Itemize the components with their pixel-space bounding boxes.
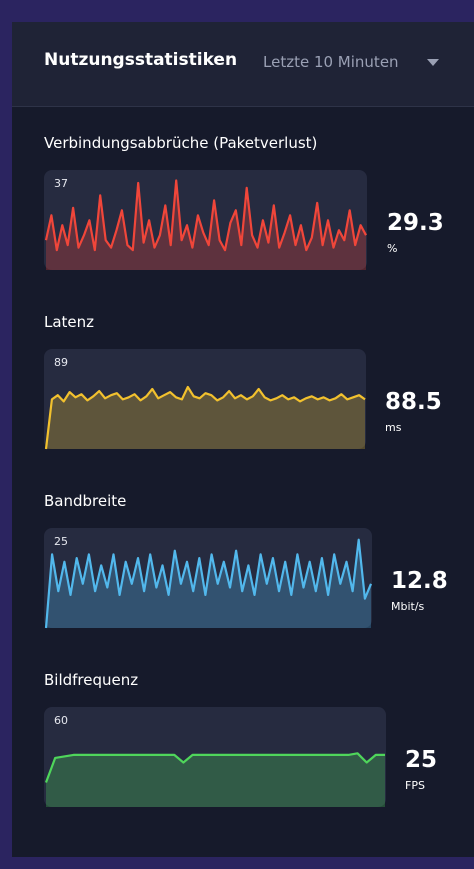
max-label: 60: [54, 714, 68, 727]
chart-box: [44, 349, 366, 449]
chart-box: [44, 528, 372, 628]
metric-title: Bandbreite: [44, 492, 127, 510]
stats-panel: Nutzungsstatistiken Letzte 10 Minuten Ve…: [12, 22, 474, 857]
header-title: Nutzungsstatistiken: [44, 50, 238, 70]
metric-unit: FPS: [405, 779, 425, 792]
sparkline-line: [44, 752, 385, 783]
chart-box: [44, 707, 386, 807]
sparkline-area: [46, 387, 365, 449]
sparkline-area: [46, 180, 366, 270]
max-label: 25: [54, 535, 68, 548]
metric-title: Latenz: [44, 313, 95, 331]
metric-unit: %: [387, 242, 398, 255]
header: Nutzungsstatistiken Letzte 10 Minuten: [12, 22, 474, 107]
metric-unit: Mbit/s: [391, 600, 425, 613]
metric-value: 25: [405, 747, 438, 773]
metric-unit: ms: [385, 421, 402, 434]
sparkline-line: [44, 538, 373, 629]
metric-value: 12.8: [391, 568, 448, 594]
max-label: 89: [54, 356, 68, 369]
range-dropdown[interactable]: Letzte 10 Minuten: [263, 53, 399, 71]
sparkline-area: [46, 539, 371, 628]
chart-box: [44, 170, 367, 270]
metric-title: Verbindungsabbrüche (Paketverlust): [44, 134, 318, 152]
dropdown-arrow-icon: [427, 59, 439, 66]
metric-value: 29.3: [387, 210, 444, 236]
sparkline-line: [44, 179, 367, 252]
max-label: 37: [54, 177, 68, 190]
sparkline-area: [46, 753, 385, 807]
metric-value: 88.5: [385, 389, 442, 415]
metric-title: Bildfrequenz: [44, 671, 139, 689]
sparkline-line: [44, 385, 366, 450]
